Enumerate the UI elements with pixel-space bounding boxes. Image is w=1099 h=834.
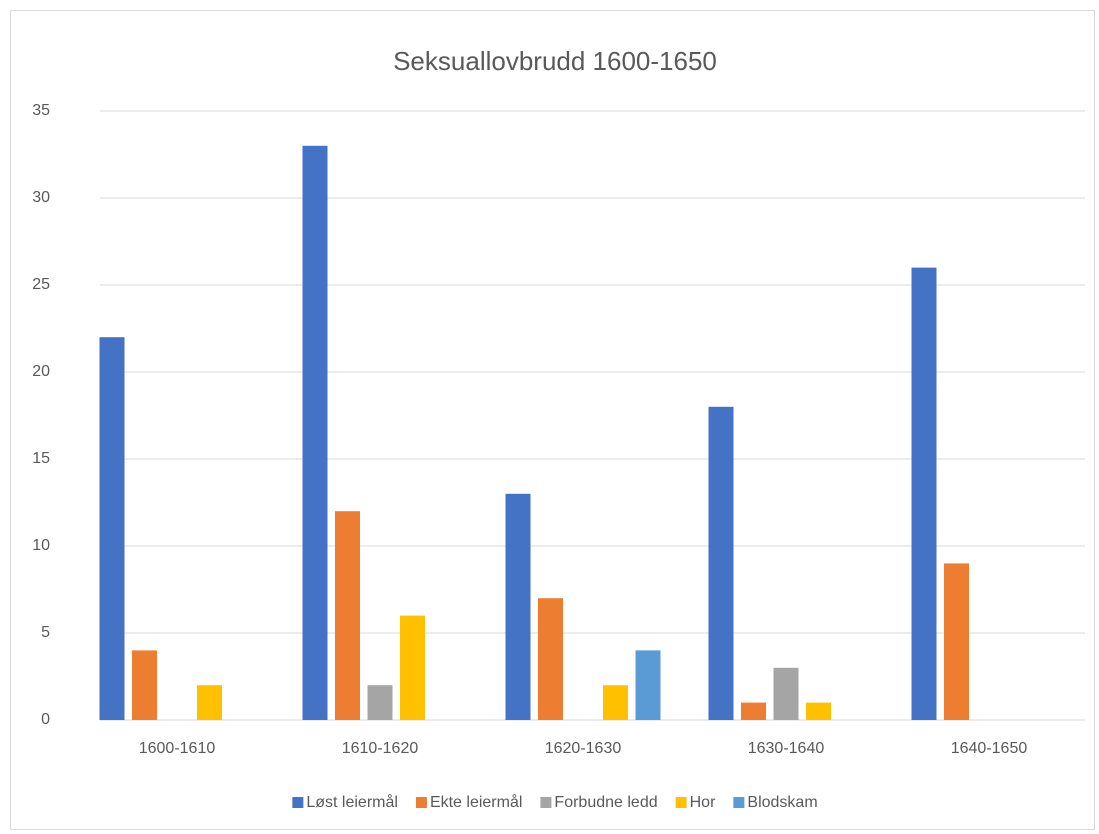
legend-label: Forbudne ledd: [554, 794, 657, 811]
bar: [302, 145, 328, 721]
bar: [708, 406, 734, 720]
legend-swatch: [675, 797, 687, 808]
bar: [911, 267, 937, 720]
x-tick-label: 1600-1610: [139, 740, 216, 757]
y-tick-label: 25: [32, 276, 50, 293]
y-tick-label: 30: [32, 189, 50, 206]
y-tick-label: 20: [32, 363, 50, 380]
bar: [773, 667, 799, 720]
legend-swatch: [540, 797, 552, 808]
bar: [132, 650, 157, 720]
bar: [538, 598, 563, 720]
y-tick-label: 0: [41, 711, 50, 728]
y-tick-label: 10: [32, 537, 50, 554]
x-tick-label: 1620-1630: [545, 740, 622, 757]
bar: [806, 702, 831, 720]
chart-title: Seksuallovbrudd 1600-1650: [393, 46, 717, 76]
bar: [367, 685, 393, 720]
bar: [944, 563, 969, 720]
legend-label: Ekte leiermål: [430, 793, 522, 811]
x-tick-label: 1630-1640: [748, 740, 825, 757]
bar: [603, 685, 628, 720]
bar: [400, 615, 425, 720]
bar: [635, 650, 661, 720]
x-tick-label: 1610-1620: [342, 740, 419, 757]
bar: [741, 702, 766, 720]
legend-label: Hor: [690, 794, 716, 811]
x-tick-label: 1640-1650: [951, 740, 1028, 757]
y-tick-label: 35: [32, 102, 50, 119]
legend-label: Blodskam: [747, 794, 817, 811]
bar: [99, 337, 125, 720]
bar: [197, 685, 222, 720]
y-tick-label: 15: [32, 450, 50, 467]
bar: [335, 511, 360, 720]
legend-swatch: [292, 797, 304, 808]
bar: [505, 493, 531, 720]
y-tick-label: 5: [41, 624, 50, 641]
legend-swatch: [733, 797, 745, 808]
legend-label: Løst leiermål: [306, 793, 398, 811]
legend-swatch: [415, 797, 427, 808]
